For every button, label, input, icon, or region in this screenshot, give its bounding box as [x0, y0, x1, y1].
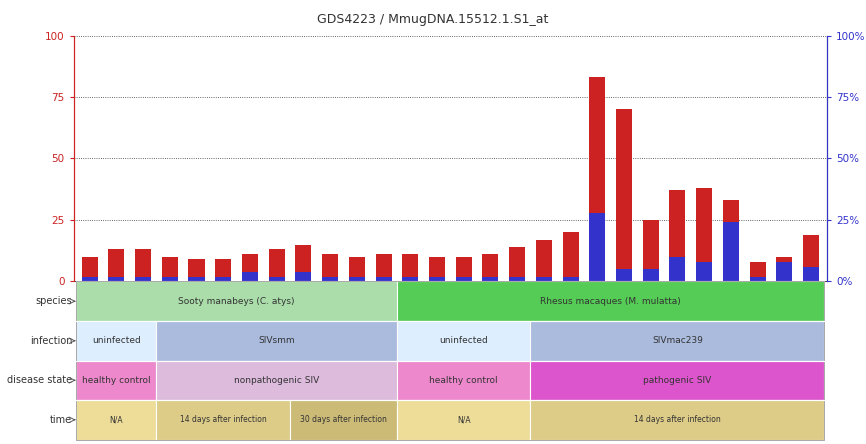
- Bar: [397, 361, 531, 400]
- Bar: [402, 277, 418, 281]
- Bar: [803, 235, 819, 281]
- Bar: [536, 240, 552, 281]
- Bar: [531, 361, 824, 400]
- Bar: [589, 77, 605, 281]
- Bar: [482, 277, 499, 281]
- Text: healthy control: healthy control: [430, 376, 498, 385]
- Text: nonpathogenic SIV: nonpathogenic SIV: [234, 376, 320, 385]
- Bar: [216, 277, 231, 281]
- Bar: [803, 267, 819, 281]
- Bar: [589, 213, 605, 281]
- Bar: [536, 277, 552, 281]
- Bar: [563, 277, 578, 281]
- Text: Rhesus macaques (M. mulatta): Rhesus macaques (M. mulatta): [540, 297, 681, 306]
- Bar: [509, 247, 525, 281]
- Bar: [76, 361, 157, 400]
- Bar: [76, 400, 157, 440]
- Bar: [643, 269, 659, 281]
- Bar: [108, 277, 125, 281]
- Bar: [531, 321, 824, 361]
- Text: time: time: [50, 415, 72, 425]
- Bar: [322, 277, 338, 281]
- Bar: [290, 400, 397, 440]
- Text: 30 days after infection: 30 days after infection: [300, 415, 387, 424]
- Text: 14 days after infection: 14 days after infection: [180, 415, 267, 424]
- Bar: [776, 257, 792, 281]
- Bar: [295, 272, 312, 281]
- Bar: [776, 262, 792, 281]
- Bar: [669, 190, 685, 281]
- Bar: [189, 277, 204, 281]
- Text: SIVmac239: SIVmac239: [652, 336, 703, 345]
- Bar: [81, 257, 98, 281]
- Bar: [402, 254, 418, 281]
- Text: N/A: N/A: [457, 415, 470, 424]
- Bar: [349, 257, 365, 281]
- Bar: [482, 254, 499, 281]
- Bar: [563, 232, 578, 281]
- Bar: [76, 281, 397, 321]
- Bar: [135, 277, 151, 281]
- Bar: [162, 257, 178, 281]
- Bar: [376, 254, 391, 281]
- Bar: [268, 277, 285, 281]
- Bar: [135, 250, 151, 281]
- Text: healthy control: healthy control: [82, 376, 151, 385]
- Bar: [376, 277, 391, 281]
- Bar: [157, 321, 397, 361]
- Text: infection: infection: [29, 336, 72, 346]
- Text: SIVsmm: SIVsmm: [258, 336, 295, 345]
- Bar: [750, 277, 766, 281]
- Bar: [397, 321, 531, 361]
- Bar: [268, 250, 285, 281]
- Bar: [750, 262, 766, 281]
- Bar: [157, 361, 397, 400]
- Bar: [456, 257, 472, 281]
- Bar: [162, 277, 178, 281]
- Bar: [643, 220, 659, 281]
- Bar: [723, 200, 739, 281]
- Text: N/A: N/A: [109, 415, 123, 424]
- Bar: [616, 109, 632, 281]
- Bar: [216, 259, 231, 281]
- Bar: [616, 269, 632, 281]
- Bar: [509, 277, 525, 281]
- Bar: [81, 277, 98, 281]
- Text: pathogenic SIV: pathogenic SIV: [643, 376, 712, 385]
- Bar: [157, 400, 290, 440]
- Text: GDS4223 / MmugDNA.15512.1.S1_at: GDS4223 / MmugDNA.15512.1.S1_at: [317, 13, 549, 26]
- Bar: [322, 254, 338, 281]
- Bar: [397, 281, 824, 321]
- Bar: [531, 400, 824, 440]
- Bar: [696, 262, 712, 281]
- Bar: [456, 277, 472, 281]
- Text: Sooty manabeys (C. atys): Sooty manabeys (C. atys): [178, 297, 294, 306]
- Bar: [429, 277, 445, 281]
- Bar: [242, 254, 258, 281]
- Text: disease state: disease state: [7, 375, 72, 385]
- Bar: [108, 250, 125, 281]
- Bar: [723, 222, 739, 281]
- Bar: [349, 277, 365, 281]
- Bar: [189, 259, 204, 281]
- Bar: [669, 257, 685, 281]
- Bar: [76, 321, 157, 361]
- Text: 14 days after infection: 14 days after infection: [634, 415, 721, 424]
- Text: species: species: [36, 296, 72, 306]
- Bar: [397, 400, 531, 440]
- Bar: [295, 245, 312, 281]
- Bar: [429, 257, 445, 281]
- Text: uninfected: uninfected: [92, 336, 141, 345]
- Bar: [242, 272, 258, 281]
- Bar: [696, 188, 712, 281]
- Text: uninfected: uninfected: [439, 336, 488, 345]
